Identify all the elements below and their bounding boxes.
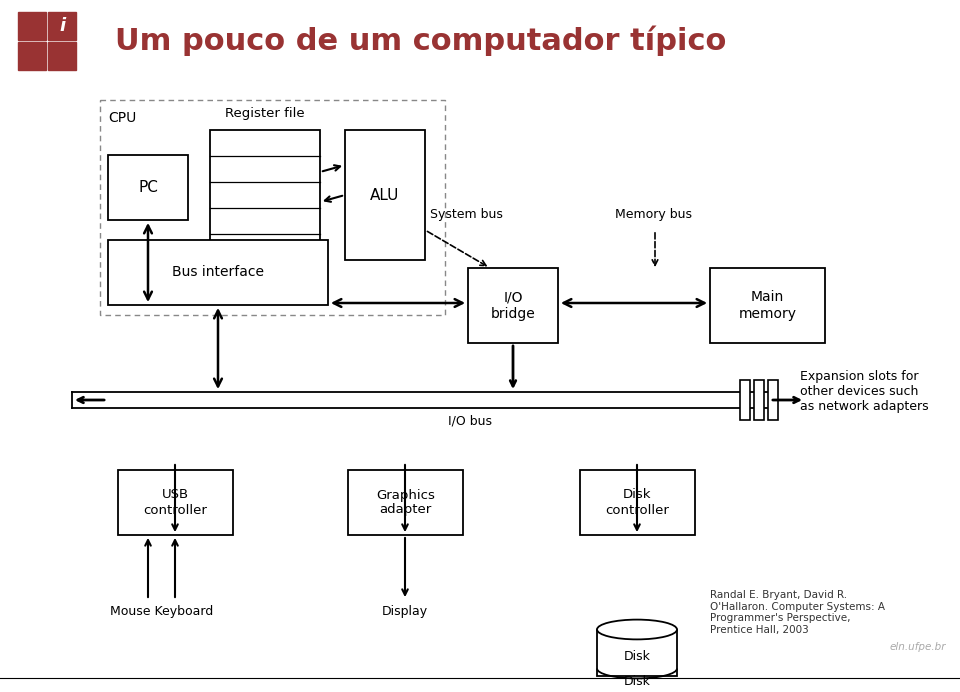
Text: Graphics
adapter: Graphics adapter (376, 489, 435, 516)
Text: I/O bus: I/O bus (448, 415, 492, 428)
Text: Bus interface: Bus interface (172, 266, 264, 280)
Bar (710, 268, 825, 343)
Bar (18, 42, 46, 70)
Ellipse shape (597, 619, 677, 639)
Text: PC: PC (138, 180, 158, 195)
Text: Main
memory: Main memory (738, 291, 797, 320)
Text: Um pouco de um computador típico: Um pouco de um computador típico (115, 26, 727, 56)
Text: USB
controller: USB controller (144, 489, 207, 516)
Text: Disk: Disk (624, 650, 651, 662)
Text: Expansion slots for
other devices such
as network adapters: Expansion slots for other devices such a… (800, 370, 928, 413)
Text: i: i (59, 17, 65, 35)
Bar (108, 155, 188, 220)
Bar (48, 42, 76, 70)
Text: eln.ufpe.br: eln.ufpe.br (890, 642, 947, 652)
Text: Register file: Register file (226, 107, 305, 120)
Bar (768, 380, 778, 420)
Text: Randal E. Bryant, David R.
O'Hallaron. Computer Systems: A
Programmer's Perspect: Randal E. Bryant, David R. O'Hallaron. C… (710, 590, 885, 635)
Text: Display: Display (382, 605, 428, 618)
Bar (18, 12, 46, 40)
Text: ALU: ALU (371, 188, 399, 203)
Text: CPU: CPU (108, 111, 136, 125)
Text: Disk: Disk (624, 675, 651, 688)
Bar (345, 130, 425, 260)
Bar (580, 470, 695, 535)
Bar (100, 100, 445, 315)
Bar (108, 240, 328, 305)
Bar (597, 630, 677, 675)
Text: System bus: System bus (430, 208, 503, 221)
Bar (754, 380, 764, 420)
Bar (740, 380, 750, 420)
Bar (468, 268, 558, 343)
Text: I/O
bridge: I/O bridge (491, 291, 536, 320)
Text: Memory bus: Memory bus (615, 208, 692, 221)
Bar (48, 12, 76, 40)
Text: Disk
controller: Disk controller (606, 489, 669, 516)
Bar (348, 470, 463, 535)
Text: Mouse Keyboard: Mouse Keyboard (110, 605, 214, 618)
Bar (210, 130, 320, 260)
Bar (118, 470, 233, 535)
